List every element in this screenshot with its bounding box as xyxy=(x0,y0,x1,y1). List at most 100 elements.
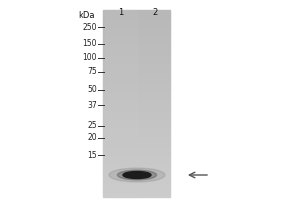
Bar xyxy=(103,51,170,52)
Bar xyxy=(103,40,170,41)
Bar xyxy=(103,163,170,164)
Bar xyxy=(103,138,170,139)
Bar xyxy=(103,147,170,149)
Bar xyxy=(103,57,170,58)
Bar xyxy=(103,80,170,82)
Bar xyxy=(103,119,170,121)
Bar xyxy=(103,156,170,158)
Bar xyxy=(105,10,137,197)
Text: 75: 75 xyxy=(87,68,97,76)
Bar xyxy=(103,169,170,171)
Bar xyxy=(103,43,170,44)
Bar xyxy=(103,24,170,26)
Bar xyxy=(103,54,170,55)
Bar xyxy=(103,104,170,105)
Bar xyxy=(103,171,170,172)
Bar xyxy=(103,153,170,155)
Bar xyxy=(103,19,170,21)
Bar xyxy=(103,79,170,80)
Bar xyxy=(103,139,170,141)
Bar xyxy=(103,38,170,40)
Bar xyxy=(103,144,170,146)
Bar xyxy=(103,128,170,130)
Bar xyxy=(103,185,170,186)
Text: 1: 1 xyxy=(118,8,124,17)
Bar xyxy=(103,194,170,195)
Bar xyxy=(103,36,170,38)
Bar xyxy=(103,161,170,163)
Bar xyxy=(103,127,170,128)
Text: 50: 50 xyxy=(87,86,97,95)
Bar xyxy=(103,77,170,79)
Bar xyxy=(103,146,170,147)
Bar xyxy=(103,149,170,150)
Bar xyxy=(103,63,170,65)
Bar xyxy=(103,18,170,19)
Bar xyxy=(103,75,170,77)
Bar xyxy=(103,26,170,27)
Bar xyxy=(103,41,170,43)
Bar xyxy=(103,15,170,16)
Bar xyxy=(103,22,170,24)
Bar xyxy=(103,100,170,102)
Bar xyxy=(103,88,170,89)
Bar xyxy=(103,21,170,22)
Bar xyxy=(103,155,170,156)
Bar xyxy=(103,114,170,116)
Bar xyxy=(103,121,170,122)
Bar xyxy=(103,105,170,107)
Bar xyxy=(103,167,170,169)
Bar xyxy=(103,111,170,113)
Bar xyxy=(103,65,170,66)
Bar xyxy=(103,30,170,32)
Bar xyxy=(103,188,170,189)
Bar xyxy=(103,66,170,68)
Bar xyxy=(103,86,170,88)
Ellipse shape xyxy=(123,171,151,178)
Bar xyxy=(103,33,170,35)
Bar xyxy=(103,183,170,185)
Bar xyxy=(103,61,170,63)
Bar xyxy=(103,49,170,51)
Bar xyxy=(103,141,170,142)
Text: 15: 15 xyxy=(87,150,97,160)
Bar xyxy=(103,133,170,135)
Bar xyxy=(103,160,170,161)
Bar xyxy=(103,172,170,174)
Text: 100: 100 xyxy=(82,53,97,62)
Bar xyxy=(103,71,170,72)
Bar xyxy=(103,118,170,119)
Bar xyxy=(103,189,170,191)
Bar xyxy=(103,116,170,118)
Bar xyxy=(103,195,170,197)
Bar xyxy=(103,12,170,13)
Bar xyxy=(103,113,170,114)
Bar xyxy=(103,175,170,177)
Bar xyxy=(103,35,170,36)
Bar xyxy=(103,150,170,152)
Bar xyxy=(103,99,170,100)
Bar xyxy=(103,122,170,124)
Bar xyxy=(103,55,170,57)
Ellipse shape xyxy=(109,168,165,182)
Bar xyxy=(103,27,170,29)
Bar xyxy=(103,82,170,83)
Bar xyxy=(103,32,170,33)
Bar xyxy=(103,142,170,144)
Bar xyxy=(103,164,170,166)
Bar xyxy=(103,132,170,133)
Bar xyxy=(103,178,170,180)
Text: 2: 2 xyxy=(152,8,158,17)
Bar xyxy=(103,13,170,15)
Bar xyxy=(103,130,170,132)
Bar xyxy=(103,44,170,46)
Bar xyxy=(103,58,170,60)
Bar xyxy=(103,10,170,12)
Bar xyxy=(103,102,170,104)
Bar xyxy=(103,108,170,110)
Text: kDa: kDa xyxy=(79,11,95,20)
Bar xyxy=(103,186,170,188)
Bar xyxy=(103,96,170,97)
Text: 20: 20 xyxy=(87,134,97,142)
Bar xyxy=(103,174,170,175)
